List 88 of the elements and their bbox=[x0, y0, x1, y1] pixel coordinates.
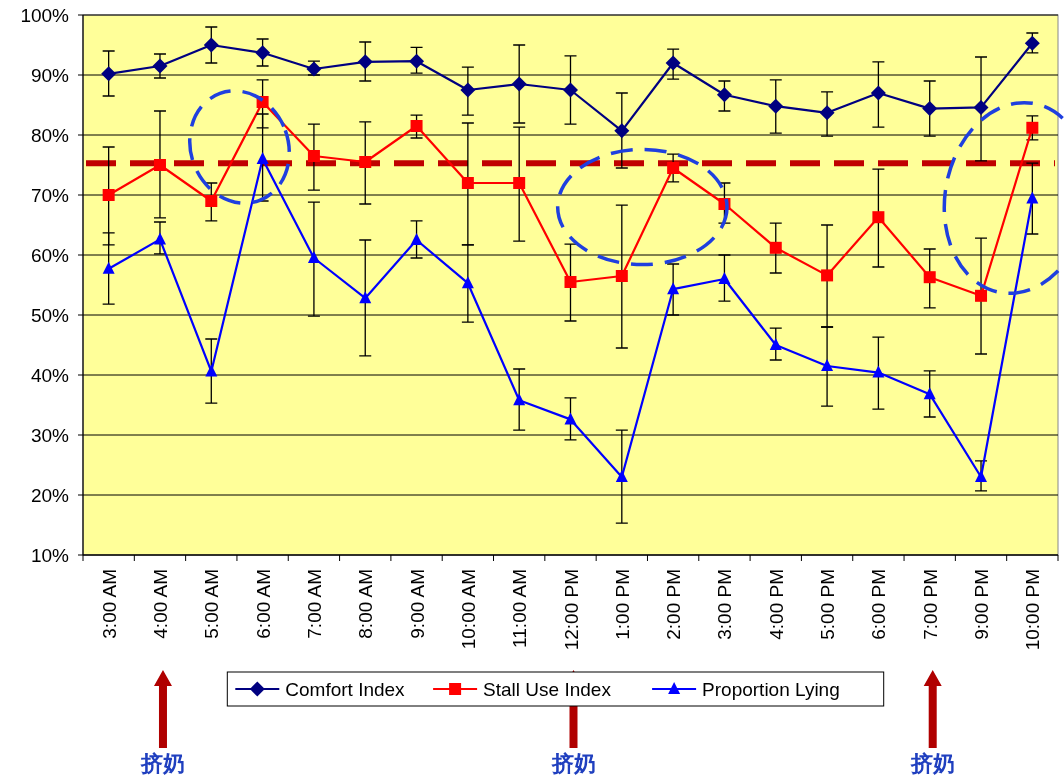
point bbox=[923, 387, 936, 400]
point bbox=[513, 177, 526, 189]
legend-label: Stall Use Index bbox=[483, 679, 612, 700]
y-tick-label: 40% bbox=[30, 365, 70, 386]
point bbox=[975, 289, 988, 302]
x-tick-label: 4:00 AM bbox=[149, 569, 171, 639]
point bbox=[153, 159, 166, 171]
point bbox=[615, 270, 628, 282]
x-tick-label: 7:00 AM bbox=[303, 569, 325, 639]
y-tick-label: 100% bbox=[20, 5, 70, 26]
x-tick-label: 6:00 AM bbox=[252, 569, 274, 639]
point bbox=[205, 364, 218, 377]
point bbox=[153, 232, 166, 245]
x-tick-label: 2:00 PM bbox=[663, 569, 685, 640]
text: 挤奶 bbox=[139, 751, 185, 776]
point bbox=[564, 412, 577, 425]
point bbox=[255, 45, 271, 61]
legend-label: Comfort Index bbox=[285, 679, 406, 700]
x-tick-label: 7:00 PM bbox=[919, 569, 941, 640]
x-tick-label: 6:00 PM bbox=[868, 569, 890, 640]
point bbox=[821, 269, 834, 282]
x-tick-label: 3:00 AM bbox=[98, 569, 120, 639]
point bbox=[667, 162, 680, 174]
y-tick-label: 80% bbox=[30, 125, 70, 146]
x-tick-label: 4:00 PM bbox=[765, 569, 787, 640]
x-tick-label: 1:00 PM bbox=[611, 569, 633, 640]
point bbox=[410, 233, 423, 245]
point bbox=[1026, 121, 1039, 134]
point bbox=[872, 211, 885, 224]
point bbox=[101, 66, 117, 82]
point bbox=[409, 53, 425, 69]
point bbox=[359, 291, 372, 304]
point bbox=[564, 276, 577, 288]
point bbox=[769, 241, 782, 254]
x-tick-label: 9:00 AM bbox=[406, 569, 428, 639]
point bbox=[563, 82, 578, 98]
y-tick-label: 60% bbox=[30, 245, 70, 266]
x-tick-label: 5:00 PM bbox=[817, 569, 839, 640]
point bbox=[460, 82, 476, 98]
x-tick-label: 5:00 AM bbox=[201, 569, 223, 639]
point bbox=[256, 152, 269, 164]
text: 挤奶 bbox=[550, 751, 596, 776]
point bbox=[205, 195, 218, 207]
x-tick-label: 10:00 PM bbox=[1022, 569, 1044, 651]
point bbox=[461, 276, 474, 289]
point bbox=[410, 120, 423, 132]
y-tick-label: 20% bbox=[30, 485, 70, 506]
x-tick-label: 12:00 PM bbox=[560, 569, 582, 651]
point bbox=[665, 55, 681, 71]
x-tick-label: 3:00 PM bbox=[714, 569, 736, 640]
point bbox=[307, 251, 320, 263]
y-tick-label: 90% bbox=[30, 65, 70, 86]
point bbox=[923, 271, 936, 284]
point bbox=[461, 177, 474, 189]
point bbox=[357, 54, 373, 70]
y-tick-label: 70% bbox=[30, 185, 70, 206]
y-tick-label: 30% bbox=[30, 425, 70, 446]
point bbox=[922, 101, 938, 117]
point bbox=[872, 365, 885, 378]
x-tick-label: 8:00 AM bbox=[355, 569, 377, 639]
legend-label: Proportion Lying bbox=[702, 679, 840, 700]
x-tick-label: 11:00 AM bbox=[509, 569, 531, 648]
point bbox=[821, 359, 834, 371]
point bbox=[718, 272, 731, 284]
point bbox=[307, 150, 320, 162]
point bbox=[870, 85, 886, 101]
point bbox=[614, 123, 630, 139]
point bbox=[667, 282, 680, 295]
point bbox=[152, 58, 168, 74]
point bbox=[1026, 191, 1039, 204]
x-tick-label: 10:00 AM bbox=[457, 569, 479, 650]
point bbox=[716, 87, 732, 103]
point bbox=[203, 37, 219, 53]
point bbox=[102, 189, 115, 201]
x-tick-label: 9:00 PM bbox=[971, 569, 993, 640]
point bbox=[975, 470, 988, 482]
point bbox=[359, 156, 372, 168]
point bbox=[819, 105, 835, 121]
y-tick-label: 10% bbox=[30, 545, 70, 566]
point bbox=[973, 99, 989, 115]
point bbox=[768, 98, 784, 114]
text: 挤奶 bbox=[909, 751, 955, 776]
point bbox=[102, 261, 115, 274]
point bbox=[511, 76, 527, 92]
y-tick-label: 50% bbox=[30, 305, 70, 326]
point bbox=[769, 338, 782, 350]
point bbox=[615, 470, 628, 482]
point bbox=[513, 393, 526, 406]
